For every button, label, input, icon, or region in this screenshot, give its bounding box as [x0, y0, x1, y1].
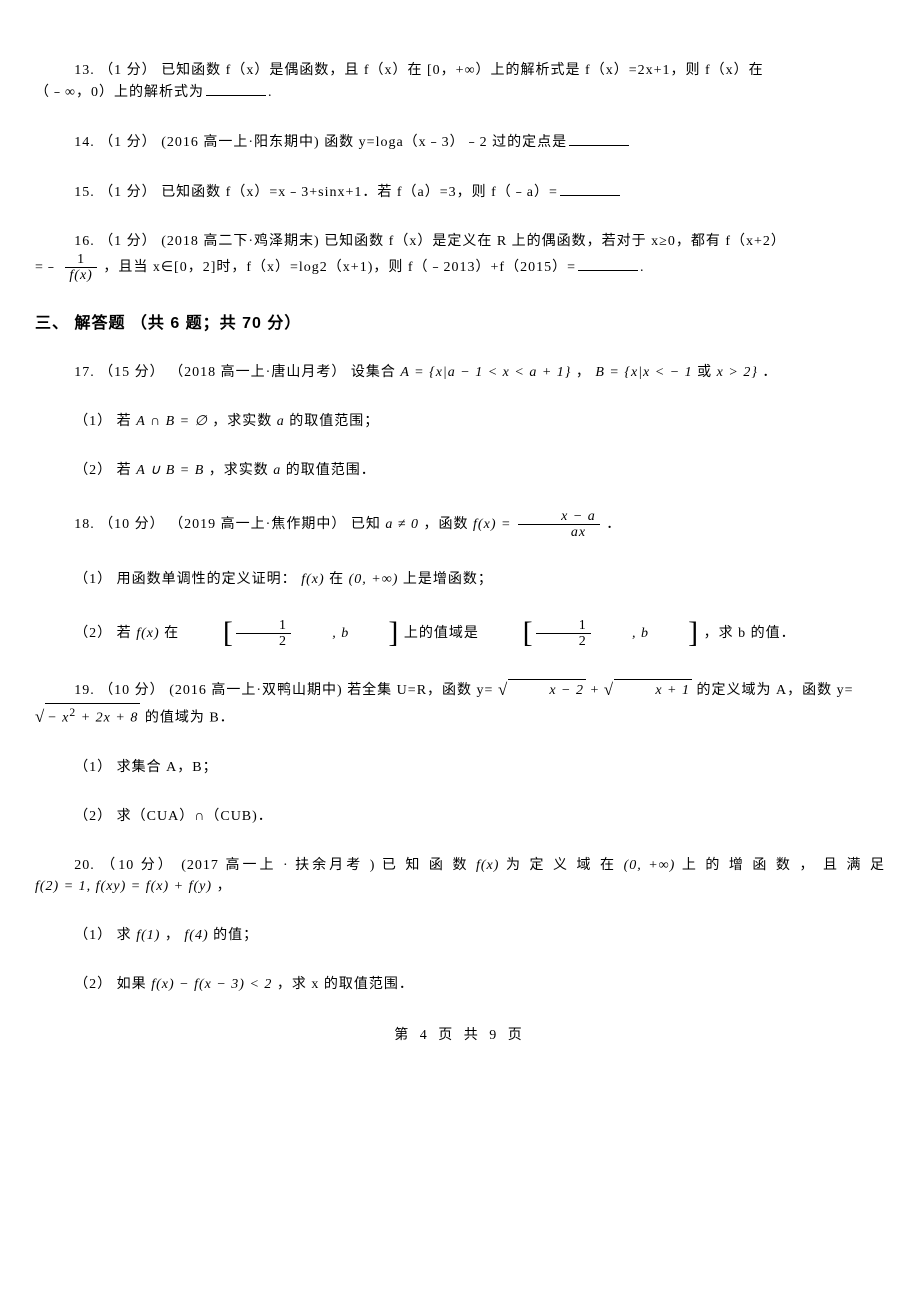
q-text: ，且当 x∈[0，2]时，f（x）=log2（x+1)，则 f（﹣2013）+f…	[103, 260, 576, 275]
sqrt-1: √x − 2	[498, 683, 586, 698]
q-points: （10 分）	[99, 683, 165, 698]
q-number: 19.	[74, 683, 95, 698]
q-end: .	[268, 85, 273, 100]
q-text: 已知函数 f（x）是偶函数，且 f（x）在 [0，+∞）上的解析式是 f（x）=…	[161, 63, 763, 78]
q-number: 16.	[74, 234, 95, 249]
q-source: （2019 高一上·焦作期中）	[169, 517, 346, 532]
q-points: （10 分）	[99, 517, 165, 532]
math-eq: f(2) = 1, f(xy) = f(x) + f(y)	[35, 879, 212, 894]
q-points: （1 分）	[99, 185, 157, 200]
question-13: 13. （1 分） 已知函数 f（x）是偶函数，且 f（x）在 [0，+∞）上的…	[35, 60, 885, 81]
q-end: ．	[762, 365, 777, 380]
q18-part2: （2） 若 f(x) 在 [ 12 , b ] 上的值域是 [ 12 , b ]…	[35, 618, 885, 650]
q17-part1: （1） 若 A ∩ B = ∅ ，求实数 a 的取值范围；	[35, 411, 885, 432]
question-14: 14. （1 分） (2016 高一上·阳东期中) 函数 y=loga（x﹣3）…	[35, 131, 885, 153]
q-text: ，	[576, 365, 596, 380]
q18-part1: （1） 用函数单调性的定义证明： f(x) 在 (0, +∞) 上是增函数；	[35, 569, 885, 590]
q-points: （10 分）	[101, 858, 175, 873]
q-text: 若全集 U=R，函数 y=	[347, 683, 498, 698]
q-end: .	[640, 260, 645, 275]
fraction: 1 f(x)	[65, 252, 96, 284]
math-domain: (0, +∞)	[624, 858, 676, 873]
q-or: 或	[697, 365, 717, 380]
q-source: (2018 高二下·鸡泽期末)	[161, 234, 320, 249]
fill-blank	[206, 81, 266, 96]
section-3-header: 三、 解答题 （共 6 题；共 70 分）	[35, 312, 885, 336]
sqrt-2: √x + 1	[604, 683, 692, 698]
fraction: x − a ax	[518, 509, 600, 541]
fill-blank	[569, 131, 629, 146]
question-15: 15. （1 分） 已知函数 f（x）=x﹣3+sinx+1．若 f（a）=3，…	[35, 181, 885, 203]
question-16-cont: =﹣ 1 f(x) ，且当 x∈[0，2]时，f（x）=log2（x+1)，则 …	[35, 252, 885, 284]
q-text: 的值域为 B．	[145, 710, 235, 725]
question-20-cont: f(2) = 1, f(xy) = f(x) + f(y) ，	[35, 876, 885, 897]
math-fx: f(x) =	[473, 517, 516, 532]
interval-bracket: [ 12 , b ]	[483, 618, 699, 650]
set-A: A = {x|a − 1 < x < a + 1}	[400, 365, 571, 380]
q-number: 13.	[74, 63, 95, 78]
q-end: ．	[606, 517, 621, 532]
q-text: +	[591, 683, 604, 698]
math-cond: a ≠ 0	[385, 517, 419, 532]
q-text: =﹣	[35, 260, 63, 275]
q19-part1: （1） 求集合 A，B；	[35, 757, 885, 778]
question-20: 20. （10 分） (2017 高一上 · 扶余月考 ) 已 知 函 数 f(…	[35, 855, 885, 876]
q20-part2: （2） 如果 f(x) − f(x − 3) < 2 ，求 x 的取值范围．	[35, 974, 885, 995]
set-B: B = {x|x < − 1	[595, 365, 692, 380]
question-13-cont: （﹣∞，0）上的解析式为.	[35, 81, 885, 103]
interval-bracket: [ 12 , b ]	[184, 618, 400, 650]
q-number: 18.	[74, 517, 95, 532]
q-text: 已知	[351, 517, 386, 532]
math-fx: f(x)	[476, 858, 499, 873]
q-points: （1 分）	[99, 135, 157, 150]
question-19: 19. （10 分） (2016 高一上·双鸭山期中) 若全集 U=R，函数 y…	[35, 677, 885, 702]
q-text: （﹣∞，0）上的解析式为	[35, 85, 204, 100]
q-points: （1 分）	[99, 63, 157, 78]
q-end: ，	[217, 879, 232, 894]
q-number: 15.	[74, 185, 95, 200]
question-17: 17. （15 分） （2018 高一上·唐山月考） 设集合 A = {x|a …	[35, 362, 885, 383]
q-points: （15 分）	[99, 365, 165, 380]
question-19-cont: √− x2 + 2x + 8 的值域为 B．	[35, 703, 885, 730]
q-text: 函数 y=loga（x﹣3）﹣2 过的定点是	[324, 135, 567, 150]
q19-part2: （2） 求（CUA）∩（CUB)．	[35, 806, 885, 827]
q-source: (2016 高一上·阳东期中)	[161, 135, 320, 150]
q-number: 20.	[74, 858, 95, 873]
q-text: 已 知 函 数	[382, 858, 476, 873]
q-text: ，函数	[424, 517, 474, 532]
q-source: （2018 高一上·唐山月考）	[169, 365, 346, 380]
q-text: 上 的 增 函 数 ， 且 满 足	[682, 858, 885, 873]
fill-blank	[578, 256, 638, 271]
question-18: 18. （10 分） （2019 高一上·焦作期中） 已知 a ≠ 0 ，函数 …	[35, 509, 885, 541]
set-B2: x > 2}	[717, 365, 758, 380]
q-text: 设集合	[351, 365, 401, 380]
q-text: 为 定 义 域 在	[506, 858, 624, 873]
page-footer: 第 4 页 共 9 页	[35, 1025, 885, 1046]
q-source: (2016 高一上·双鸭山期中)	[169, 683, 343, 698]
q-text: 的定义域为 A，函数 y=	[697, 683, 854, 698]
q-points: （1 分）	[99, 234, 157, 249]
q17-part2: （2） 若 A ∪ B = B ，求实数 a 的取值范围．	[35, 460, 885, 481]
q-source: (2017 高一上 · 扶余月考 )	[181, 858, 375, 873]
q-number: 14.	[74, 135, 95, 150]
q-number: 17.	[74, 365, 95, 380]
sqrt-3: √− x2 + 2x + 8	[35, 710, 140, 725]
q-text: 已知函数 f（x）=x﹣3+sinx+1．若 f（a）=3，则 f（﹣a）=	[161, 185, 558, 200]
q20-part1: （1） 求 f(1) ， f(4) 的值；	[35, 925, 885, 946]
q-text: 已知函数 f（x）是定义在 R 上的偶函数，若对于 x≥0，都有 f（x+2）	[324, 234, 786, 249]
fill-blank	[560, 181, 620, 196]
question-16: 16. （1 分） (2018 高二下·鸡泽期末) 已知函数 f（x）是定义在 …	[35, 231, 885, 252]
